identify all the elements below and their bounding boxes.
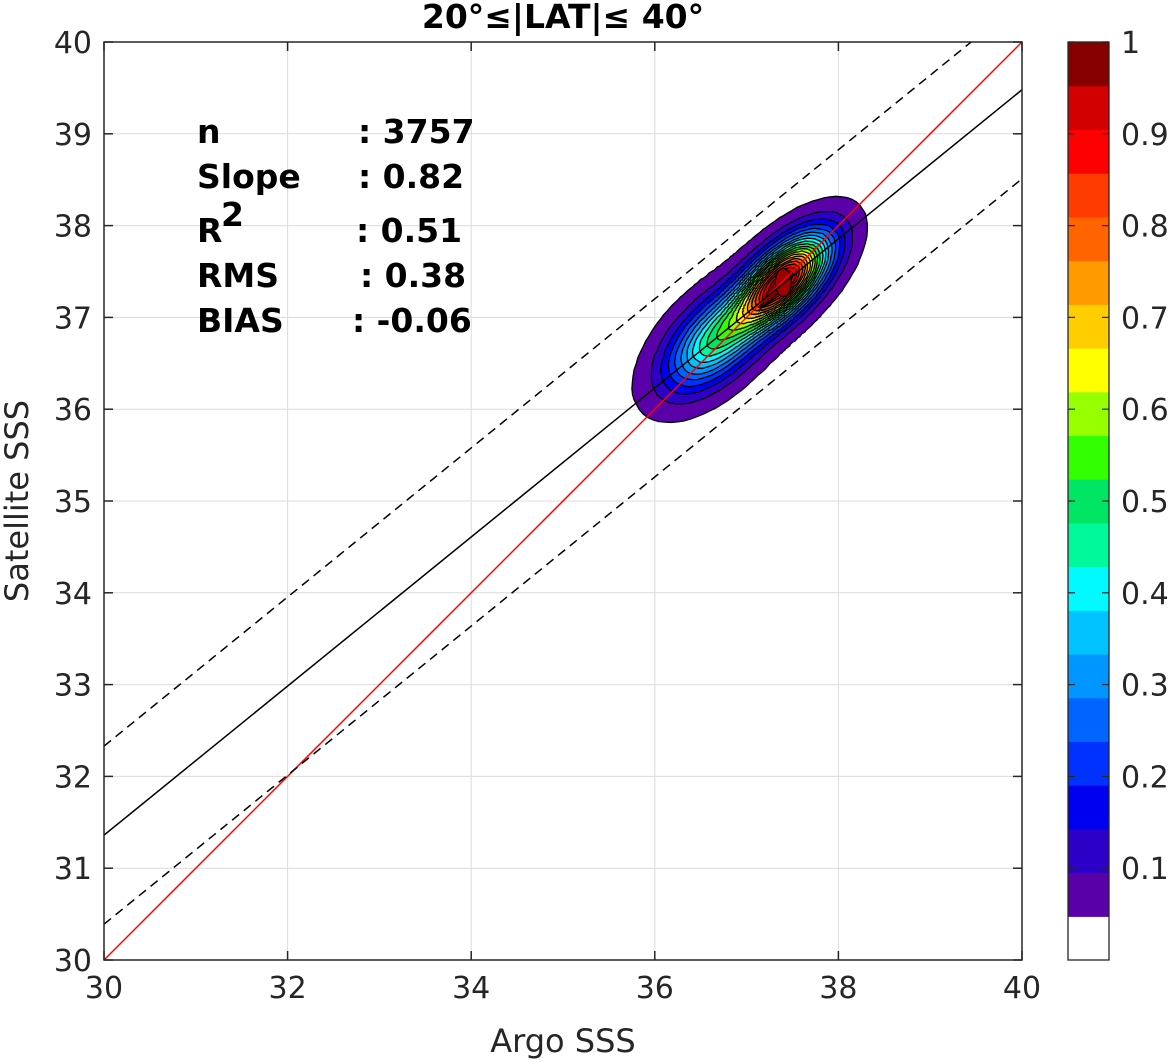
stat-label: Slope — [197, 157, 301, 196]
colorbar-segment — [1068, 85, 1109, 131]
stat-label: R — [197, 211, 222, 250]
colorbar-segment — [1068, 42, 1109, 87]
x-tick-label: 40 — [1003, 971, 1041, 1006]
colorbar-tick-label: 0.4 — [1121, 577, 1169, 612]
stat-label: n — [197, 112, 221, 151]
regression-line — [104, 89, 1022, 836]
colorbar-tick-label: 0.3 — [1121, 669, 1169, 704]
colorbar-tick-label: 0.5 — [1121, 485, 1169, 520]
colorbar-segment — [1068, 697, 1109, 743]
stat-value: : 0.38 — [360, 256, 466, 295]
y-tick-label: 33 — [54, 669, 92, 704]
y-tick-label: 35 — [54, 485, 92, 520]
colorbar-segment — [1068, 566, 1109, 611]
y-tick-label: 40 — [54, 26, 92, 61]
y-tick-label: 37 — [54, 301, 92, 336]
stat-label: BIAS — [197, 301, 284, 340]
y-tick-label: 31 — [54, 852, 92, 887]
colorbar-segment — [1068, 260, 1109, 305]
colorbar-tick-label: 1 — [1121, 26, 1140, 61]
x-tick-label: 32 — [269, 971, 307, 1006]
one-to-one-line — [104, 42, 1022, 960]
chart-title: 20°≤|LAT|≤ 40° — [422, 0, 704, 36]
colorbar-segment — [1068, 828, 1109, 874]
colorbar-segment — [1068, 872, 1109, 917]
colorbar-segment — [1068, 435, 1109, 480]
x-axis-label: Argo SSS — [490, 1022, 635, 1060]
colorbar-segment — [1068, 785, 1109, 830]
y-tick-label: 36 — [54, 393, 92, 428]
colorbar-segment — [1068, 916, 1109, 961]
axis-ticks: 30 32 34 36 38 40 30 31 32 33 34 35 36 37 38 39 40 — [54, 26, 1041, 1006]
colorbar-segment — [1068, 741, 1109, 786]
colorbar-segment — [1068, 216, 1109, 262]
colorbar-tick-label: 0.9 — [1121, 118, 1169, 153]
colorbar-segment — [1068, 173, 1109, 218]
colorbar-tick-label: 0.8 — [1121, 210, 1169, 245]
stat-value: : 3757 — [358, 112, 475, 151]
stat-value: : 0.82 — [358, 157, 464, 196]
stats-box: n : 3757 Slope : 0.82 R2 : 0.51 RMS : 0.38 BIAS:… — [197, 112, 475, 340]
x-tick-label: 34 — [452, 971, 490, 1006]
stat-label-superscript: 2 — [221, 195, 244, 234]
fit-lines — [104, 42, 1022, 960]
x-tick-label: 38 — [819, 971, 857, 1006]
y-axis-label: Satellite SSS — [0, 400, 36, 602]
y-tick-label: 38 — [54, 210, 92, 245]
stat-label: RMS — [197, 256, 279, 295]
stat-value: : 0.51 — [356, 211, 462, 250]
colorbar-segment — [1068, 522, 1109, 568]
stat-value: : -0.06 — [352, 301, 472, 340]
y-tick-label: 32 — [54, 760, 92, 795]
y-tick-label: 34 — [54, 577, 92, 612]
colorbar-segment — [1068, 654, 1109, 699]
dashed-lower-line — [104, 178, 1022, 925]
density-contours — [631, 195, 869, 424]
colorbar-tick-label: 0.7 — [1121, 301, 1169, 336]
x-tick-label: 36 — [636, 971, 674, 1006]
colorbar-tick-label: 0.1 — [1121, 852, 1169, 887]
colorbar-segment — [1068, 348, 1109, 393]
x-tick-label: 30 — [85, 971, 123, 1006]
colorbar-tick-label: 0.2 — [1121, 760, 1169, 795]
colorbar: 0.1 0.2 0.3 0.4 0.5 0.6 0.7 0.8 0.9 1 — [1067, 26, 1169, 961]
y-tick-label: 39 — [54, 118, 92, 153]
colorbar-segment — [1068, 304, 1109, 349]
contour-peak — [774, 267, 792, 298]
dashed-upper-line — [104, 42, 973, 747]
colorbar-segment — [1068, 610, 1109, 655]
y-tick-label: 30 — [54, 944, 92, 979]
colorbar-segment — [1068, 391, 1109, 437]
colorbar-tick-label: 0.6 — [1121, 393, 1169, 428]
colorbar-segment — [1068, 129, 1109, 174]
